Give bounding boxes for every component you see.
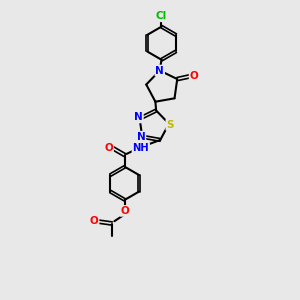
- Text: O: O: [90, 215, 99, 226]
- Text: NH: NH: [133, 143, 149, 153]
- Text: O: O: [190, 71, 198, 81]
- Text: O: O: [120, 206, 129, 216]
- Text: Cl: Cl: [156, 11, 167, 21]
- Text: O: O: [104, 143, 113, 153]
- Text: N: N: [137, 132, 146, 142]
- Text: S: S: [166, 120, 174, 130]
- Text: N: N: [155, 65, 164, 76]
- Text: N: N: [134, 112, 143, 122]
